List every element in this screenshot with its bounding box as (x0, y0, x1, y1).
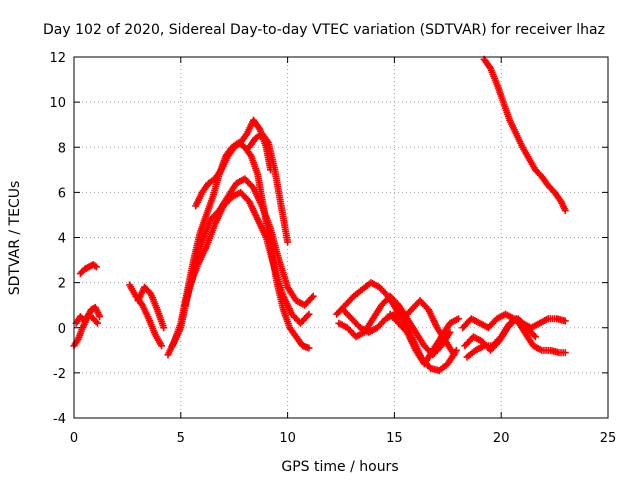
series-arc-h (181, 175, 317, 309)
data-point (450, 351, 458, 359)
series-arc-j (245, 130, 292, 246)
y-tick-label: 6 (58, 186, 66, 201)
y-tick-label: 0 (58, 322, 66, 337)
chart-title: Day 102 of 2020, Sidereal Day-to-day VTE… (43, 22, 605, 38)
data-point (284, 238, 292, 246)
x-tick-label: 20 (493, 431, 510, 446)
y-tick-label: 8 (58, 141, 66, 156)
x-tick-label: 25 (600, 431, 617, 446)
data-point (561, 317, 569, 325)
axis-ticks: 0 5 10 15 20 25 -4 -2 0 2 4 6 8 10 12 (49, 51, 616, 446)
data-point (308, 294, 316, 302)
x-axis-label: GPS time / hours (281, 459, 398, 475)
y-tick-label: -2 (53, 367, 66, 382)
data-point (309, 292, 317, 300)
data-point (304, 312, 312, 320)
data-point (305, 310, 313, 318)
data-point (93, 319, 101, 327)
x-tick-label: 5 (177, 431, 185, 446)
data-points (70, 55, 569, 375)
x-tick-label: 10 (279, 431, 296, 446)
y-tick-label: -4 (53, 412, 66, 427)
series-arc-r (480, 55, 569, 214)
y-tick-label: 12 (49, 51, 66, 66)
y-axis-label: SDTVAR / TECUs (7, 181, 23, 296)
data-point (160, 324, 168, 332)
series-arc-b (72, 310, 101, 327)
x-tick-label: 15 (386, 431, 403, 446)
data-point (92, 318, 100, 326)
data-point (96, 312, 104, 320)
data-point (561, 349, 569, 357)
data-point (263, 137, 271, 145)
y-tick-label: 4 (58, 232, 66, 247)
series-arc-q (463, 315, 539, 361)
data-point (158, 342, 166, 350)
y-tick-label: 2 (58, 277, 66, 292)
data-point (246, 151, 254, 159)
data-point (305, 344, 313, 352)
data-point (92, 263, 100, 271)
y-tick-label: 10 (49, 96, 66, 111)
data-point (561, 206, 569, 214)
data-point (454, 315, 462, 323)
series-arc-m (339, 297, 458, 359)
series-arc-n (386, 310, 462, 368)
data-point (530, 331, 538, 339)
series-arc-c (76, 261, 100, 278)
x-tick-label: 0 (70, 431, 78, 446)
series-arc-e (134, 283, 168, 332)
data-point (531, 333, 539, 341)
data-point (255, 124, 263, 132)
